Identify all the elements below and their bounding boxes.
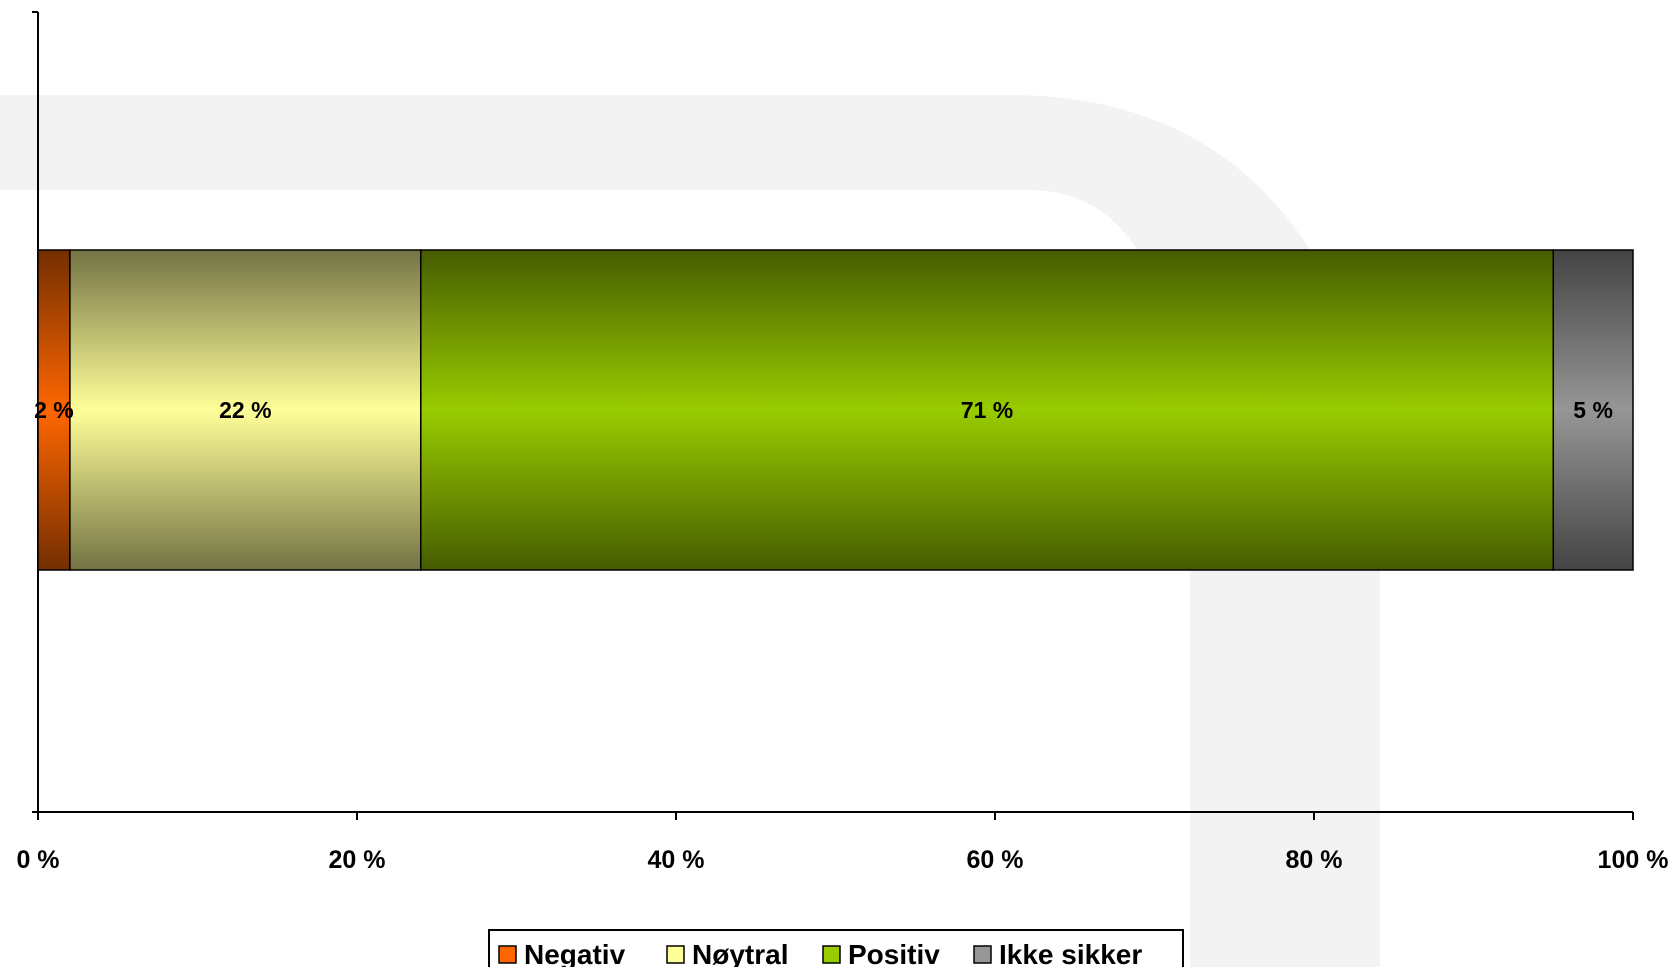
data-label: 2 %: [34, 397, 74, 423]
bar-segment-ikke-sikker: [1552, 249, 1634, 571]
x-tick-label: 80 %: [1286, 846, 1343, 874]
legend-swatch: [822, 945, 841, 964]
legend: Negativ Nøytral Positiv Ikke sikker: [488, 929, 1184, 967]
bars: [37, 249, 1634, 571]
legend-swatch: [666, 945, 685, 964]
legend-label: Ikke sikker: [999, 939, 1142, 967]
background-watermark: [0, 95, 1380, 967]
bar-segment-positiv: [420, 249, 1554, 571]
legend-label: Positiv: [848, 939, 940, 967]
legend-swatch: [498, 945, 517, 964]
data-label: 22 %: [219, 397, 271, 423]
legend-label: Negativ: [524, 939, 626, 967]
x-axis-ticks: 0 % 20 % 40 % 60 % 80 % 100 %: [16, 812, 1668, 874]
x-tick-label: 40 %: [648, 846, 705, 874]
data-labels: 2 % 22 % 71 % 5 %: [34, 397, 1613, 423]
legend-label: Nøytral: [692, 939, 788, 967]
bar-segment-nøytral: [69, 249, 422, 571]
bar-segment-negativ: [37, 249, 71, 571]
data-label: 71 %: [961, 397, 1013, 423]
data-label: 5 %: [1573, 397, 1613, 423]
x-tick-label: 0 %: [16, 846, 59, 874]
x-tick-label: 60 %: [967, 846, 1024, 874]
legend-swatch: [973, 945, 992, 964]
x-tick-label: 100 %: [1598, 846, 1669, 874]
x-tick-label: 20 %: [329, 846, 386, 874]
